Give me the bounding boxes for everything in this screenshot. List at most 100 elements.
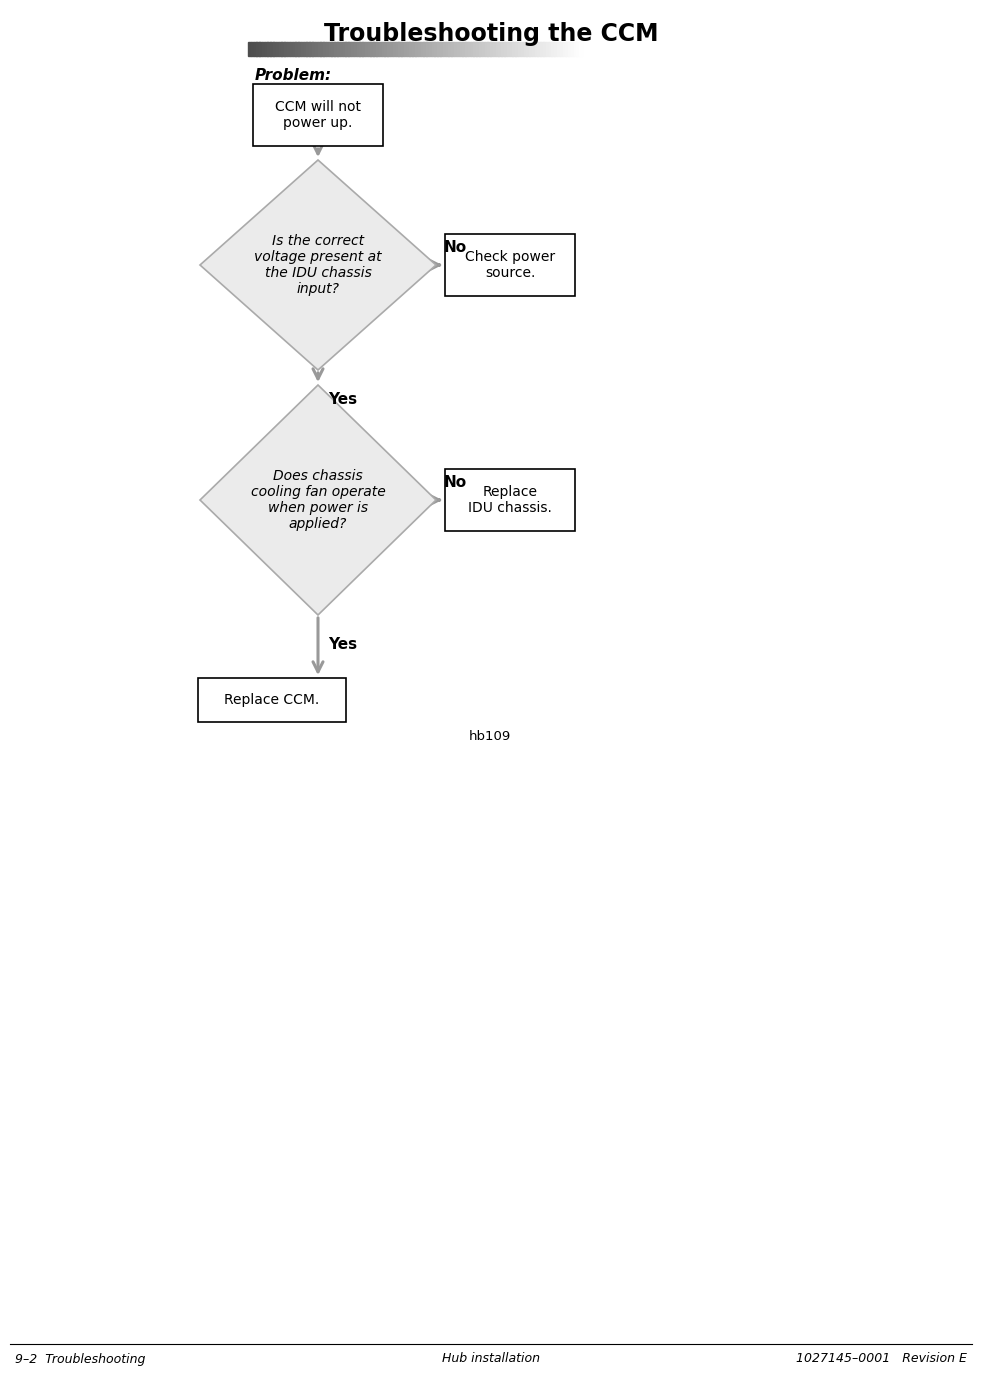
Bar <box>317 42 321 56</box>
Bar <box>546 42 549 56</box>
Bar <box>470 42 474 56</box>
Bar <box>401 42 405 56</box>
Bar <box>454 42 458 56</box>
Bar <box>356 42 359 56</box>
Text: No: No <box>444 475 467 490</box>
Bar <box>407 42 409 56</box>
Bar <box>332 42 335 56</box>
Bar <box>417 42 421 56</box>
Bar <box>396 42 399 56</box>
Bar <box>476 42 479 56</box>
Bar <box>376 42 379 56</box>
Text: Troubleshooting the CCM: Troubleshooting the CCM <box>324 22 658 46</box>
Bar <box>420 42 424 56</box>
Text: Replace CCM.: Replace CCM. <box>224 693 319 707</box>
Bar <box>479 42 482 56</box>
Bar <box>529 42 532 56</box>
Bar <box>576 42 579 56</box>
Text: 9–2  Troubleshooting: 9–2 Troubleshooting <box>15 1353 145 1365</box>
Bar <box>412 42 415 56</box>
Bar <box>501 42 505 56</box>
Bar <box>540 42 543 56</box>
Bar <box>532 42 535 56</box>
Bar <box>256 42 259 56</box>
Bar <box>373 42 376 56</box>
Bar <box>518 42 521 56</box>
Bar <box>445 469 575 531</box>
Bar <box>490 42 493 56</box>
Bar <box>359 42 362 56</box>
Bar <box>429 42 432 56</box>
Bar <box>320 42 324 56</box>
Bar <box>537 42 541 56</box>
Bar <box>399 42 402 56</box>
Bar <box>482 42 485 56</box>
Bar <box>265 42 268 56</box>
Bar <box>198 678 346 722</box>
Bar <box>557 42 561 56</box>
Bar <box>423 42 426 56</box>
Bar <box>543 42 546 56</box>
Bar <box>329 42 332 56</box>
Bar <box>296 42 299 56</box>
Text: Yes: Yes <box>328 392 357 407</box>
Bar <box>504 42 508 56</box>
Bar <box>309 42 312 56</box>
Bar <box>499 42 502 56</box>
Bar <box>279 42 282 56</box>
Bar <box>259 42 262 56</box>
Bar <box>273 42 276 56</box>
Bar <box>432 42 435 56</box>
Bar <box>404 42 408 56</box>
Bar <box>440 42 443 56</box>
Bar <box>568 42 572 56</box>
Bar <box>312 42 315 56</box>
Bar <box>520 42 524 56</box>
Bar <box>496 42 499 56</box>
Bar <box>248 42 251 56</box>
Bar <box>465 42 468 56</box>
Bar <box>473 42 476 56</box>
Bar <box>393 42 396 56</box>
Bar <box>526 42 529 56</box>
Bar <box>387 42 391 56</box>
Bar <box>299 42 301 56</box>
Bar <box>337 42 341 56</box>
Bar <box>445 233 575 296</box>
Bar <box>379 42 382 56</box>
Bar <box>267 42 271 56</box>
Text: hb109: hb109 <box>468 731 511 743</box>
Bar <box>351 42 355 56</box>
Bar <box>484 42 488 56</box>
Bar <box>323 42 326 56</box>
Bar <box>362 42 365 56</box>
Bar <box>382 42 385 56</box>
Bar <box>282 42 285 56</box>
Bar <box>426 42 429 56</box>
Bar <box>384 42 388 56</box>
Bar <box>334 42 338 56</box>
Text: Hub installation: Hub installation <box>442 1353 540 1365</box>
Bar <box>253 83 383 146</box>
Text: Problem:: Problem: <box>255 68 332 83</box>
Bar <box>446 42 449 56</box>
Bar <box>549 42 552 56</box>
Bar <box>523 42 526 56</box>
Bar <box>415 42 418 56</box>
Bar <box>343 42 346 56</box>
Bar <box>507 42 510 56</box>
Bar <box>365 42 368 56</box>
Bar <box>250 42 254 56</box>
Text: Is the correct
voltage present at
the IDU chassis
input?: Is the correct voltage present at the ID… <box>254 233 382 296</box>
Bar <box>434 42 438 56</box>
Bar <box>510 42 513 56</box>
Bar <box>513 42 516 56</box>
Bar <box>290 42 293 56</box>
Bar <box>554 42 558 56</box>
Bar <box>293 42 296 56</box>
Bar <box>571 42 574 56</box>
Bar <box>573 42 577 56</box>
Bar <box>262 42 265 56</box>
Bar <box>467 42 471 56</box>
Bar <box>460 42 463 56</box>
